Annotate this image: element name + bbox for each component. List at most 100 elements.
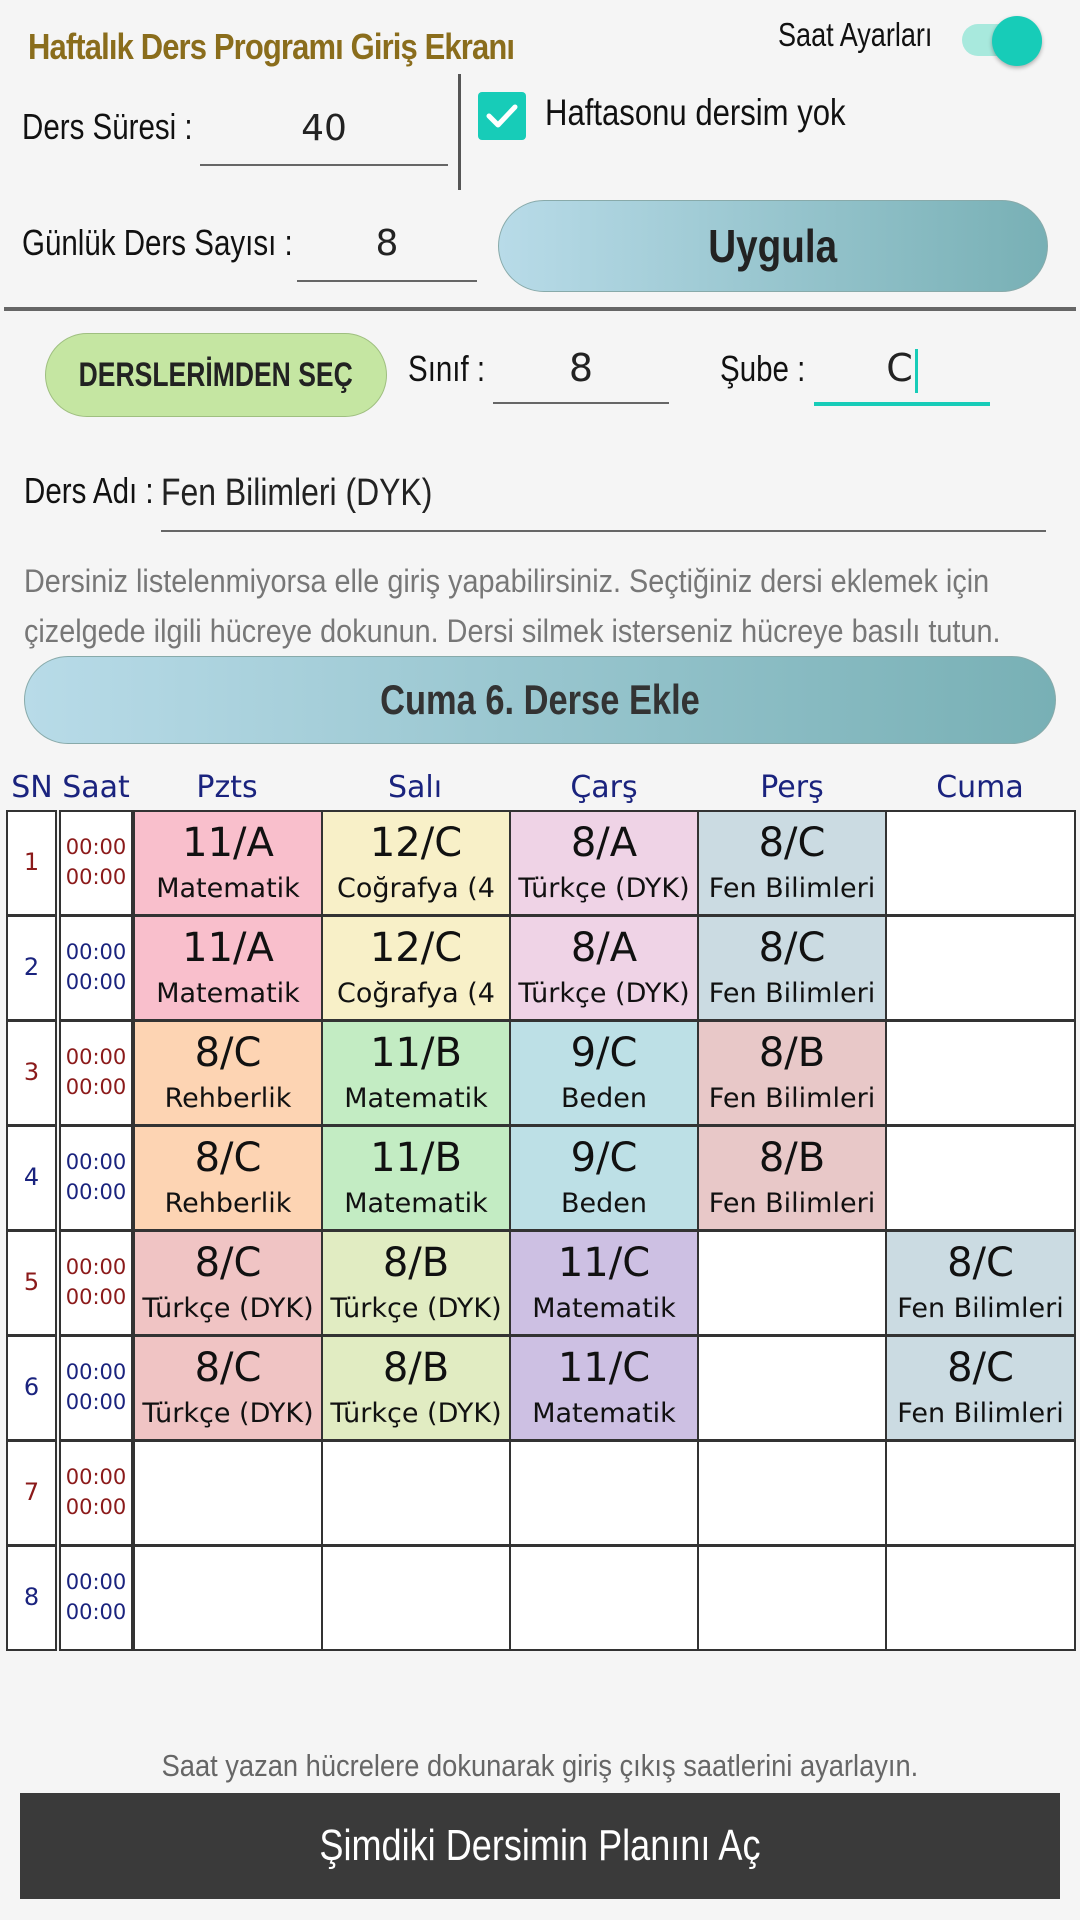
ders-adi-input[interactable]: Fen Bilimleri (DYK) [161,462,1046,532]
open-plan-button[interactable]: Şimdiki Dersimin Planını Aç [20,1793,1060,1899]
ders-adi-value: Fen Bilimleri (DYK) [161,472,433,514]
lesson-cell[interactable]: 11/B Matematik [321,1020,511,1126]
lesson-cell[interactable] [509,1440,699,1546]
lesson-cell[interactable]: 9/C Beden [509,1020,699,1126]
row-number: 1 [6,810,57,916]
lesson-class: 8/B [758,1135,826,1181]
lesson-name: Matematik [344,1188,488,1219]
lesson-name: Rehberlik [164,1188,292,1219]
row-number: 8 [6,1545,57,1651]
ders-suresi-input[interactable]: 40 [200,100,448,166]
lesson-class: 12/C [369,925,463,971]
lesson-cell[interactable]: 11/A Matematik [133,810,323,916]
lesson-class: 11/A [182,820,274,866]
lesson-cell[interactable] [321,1440,511,1546]
sube-label: Şube : [720,348,806,389]
time-cell[interactable]: 00:00 00:00 [59,1440,133,1546]
ders-adi-label: Ders Adı : [24,470,154,511]
lesson-cell[interactable] [885,1440,1076,1546]
lesson-cell[interactable]: 8/C Rehberlik [133,1125,323,1231]
lesson-class: 9/C [570,1135,638,1181]
lesson-cell[interactable] [697,1335,887,1441]
time-cell[interactable]: 00:00 00:00 [59,1230,133,1336]
lesson-cell[interactable]: 8/C Fen Bilimleri [885,1230,1076,1336]
lesson-cell[interactable]: 8/B Türkçe (DYK) [321,1335,511,1441]
lesson-name: Matematik [156,978,300,1009]
time-cell[interactable]: 00:00 00:00 [59,915,133,1021]
lesson-name: Matematik [532,1398,676,1429]
uygula-button[interactable]: Uygula [498,200,1048,292]
lesson-class: 8/C [194,1240,262,1286]
haftasonu-label: Haftasonu dersim yok [545,92,846,133]
end-time: 00:00 [65,1075,127,1099]
lesson-cell[interactable] [697,1230,887,1336]
time-cell[interactable]: 00:00 00:00 [59,1335,133,1441]
lesson-class: 8/B [758,1030,826,1076]
vertical-divider [458,74,461,190]
lesson-cell[interactable]: 8/A Türkçe (DYK) [509,915,699,1021]
end-time: 00:00 [65,1390,127,1414]
lesson-class: 8/C [194,1135,262,1181]
derslerimden-sec-button[interactable]: DERSLERİMDEN SEÇ [45,333,387,417]
lesson-cell[interactable]: 8/B Türkçe (DYK) [321,1230,511,1336]
column-header: SN [11,770,53,805]
time-cell[interactable]: 00:00 00:00 [59,1125,133,1231]
lesson-cell[interactable]: 11/B Matematik [321,1125,511,1231]
lesson-cell[interactable] [697,1440,887,1546]
lesson-cell[interactable] [321,1545,511,1651]
lesson-cell[interactable] [885,1020,1076,1126]
lesson-name: Fen Bilimleri [897,1293,1064,1324]
gunluk-ders-label: Günlük Ders Sayısı : [22,222,293,263]
lesson-cell[interactable]: 8/C Türkçe (DYK) [133,1230,323,1336]
lesson-cell[interactable]: 12/C Coğrafya (4 [321,915,511,1021]
lesson-cell[interactable]: 8/B Fen Bilimleri [697,1125,887,1231]
lesson-cell[interactable]: 12/C Coğrafya (4 [321,810,511,916]
time-cell[interactable]: 00:00 00:00 [59,1020,133,1126]
derslerimden-sec-label: DERSLERİMDEN SEÇ [78,355,354,394]
end-time: 00:00 [65,1180,127,1204]
lesson-cell[interactable] [885,1125,1076,1231]
lesson-cell[interactable]: 8/C Fen Bilimleri [885,1335,1076,1441]
lesson-name: Türkçe (DYK) [330,1293,502,1324]
lesson-name: Matematik [532,1293,676,1324]
lesson-name: Fen Bilimleri [897,1398,1064,1429]
lesson-cell[interactable] [885,1545,1076,1651]
lesson-class: 11/B [370,1135,462,1181]
lesson-cell[interactable]: 8/C Rehberlik [133,1020,323,1126]
lesson-name: Türkçe (DYK) [518,978,690,1009]
lesson-name: Matematik [344,1083,488,1114]
lesson-cell[interactable]: 8/C Türkçe (DYK) [133,1335,323,1441]
lesson-class: 8/C [758,925,826,971]
lesson-class: 8/C [758,820,826,866]
haftasonu-checkbox[interactable] [478,92,526,140]
lesson-cell[interactable]: 8/C Fen Bilimleri [697,810,887,916]
start-time: 00:00 [65,1360,127,1384]
add-to-schedule-button[interactable]: Cuma 6. Derse Ekle [24,656,1056,744]
lesson-cell[interactable] [133,1545,323,1651]
lesson-cell[interactable]: 11/C Matematik [509,1230,699,1336]
sinif-input[interactable]: 8 [493,338,669,404]
lesson-cell[interactable] [133,1440,323,1546]
lesson-name: Fen Bilimleri [708,1083,876,1114]
start-time: 00:00 [65,1150,127,1174]
lesson-cell[interactable]: 8/B Fen Bilimleri [697,1020,887,1126]
lesson-class: 12/C [369,820,463,866]
gunluk-ders-input[interactable]: 8 [297,214,477,282]
lesson-cell[interactable]: 8/C Fen Bilimleri [697,915,887,1021]
row-number: 6 [6,1335,57,1441]
lesson-name: Türkçe (DYK) [518,873,690,904]
lesson-cell[interactable]: 9/C Beden [509,1125,699,1231]
sube-input[interactable]: C [814,338,990,406]
lesson-cell[interactable]: 8/A Türkçe (DYK) [509,810,699,916]
check-icon [486,104,518,128]
lesson-cell[interactable]: 11/C Matematik [509,1335,699,1441]
lesson-cell[interactable] [885,810,1076,916]
saat-ayarlari-toggle[interactable] [962,16,1046,66]
lesson-name: Fen Bilimleri [708,978,876,1009]
time-cell[interactable]: 00:00 00:00 [59,810,133,916]
lesson-cell[interactable]: 11/A Matematik [133,915,323,1021]
time-cell[interactable]: 00:00 00:00 [59,1545,133,1651]
lesson-cell[interactable] [509,1545,699,1651]
lesson-cell[interactable] [885,915,1076,1021]
lesson-cell[interactable] [697,1545,887,1651]
